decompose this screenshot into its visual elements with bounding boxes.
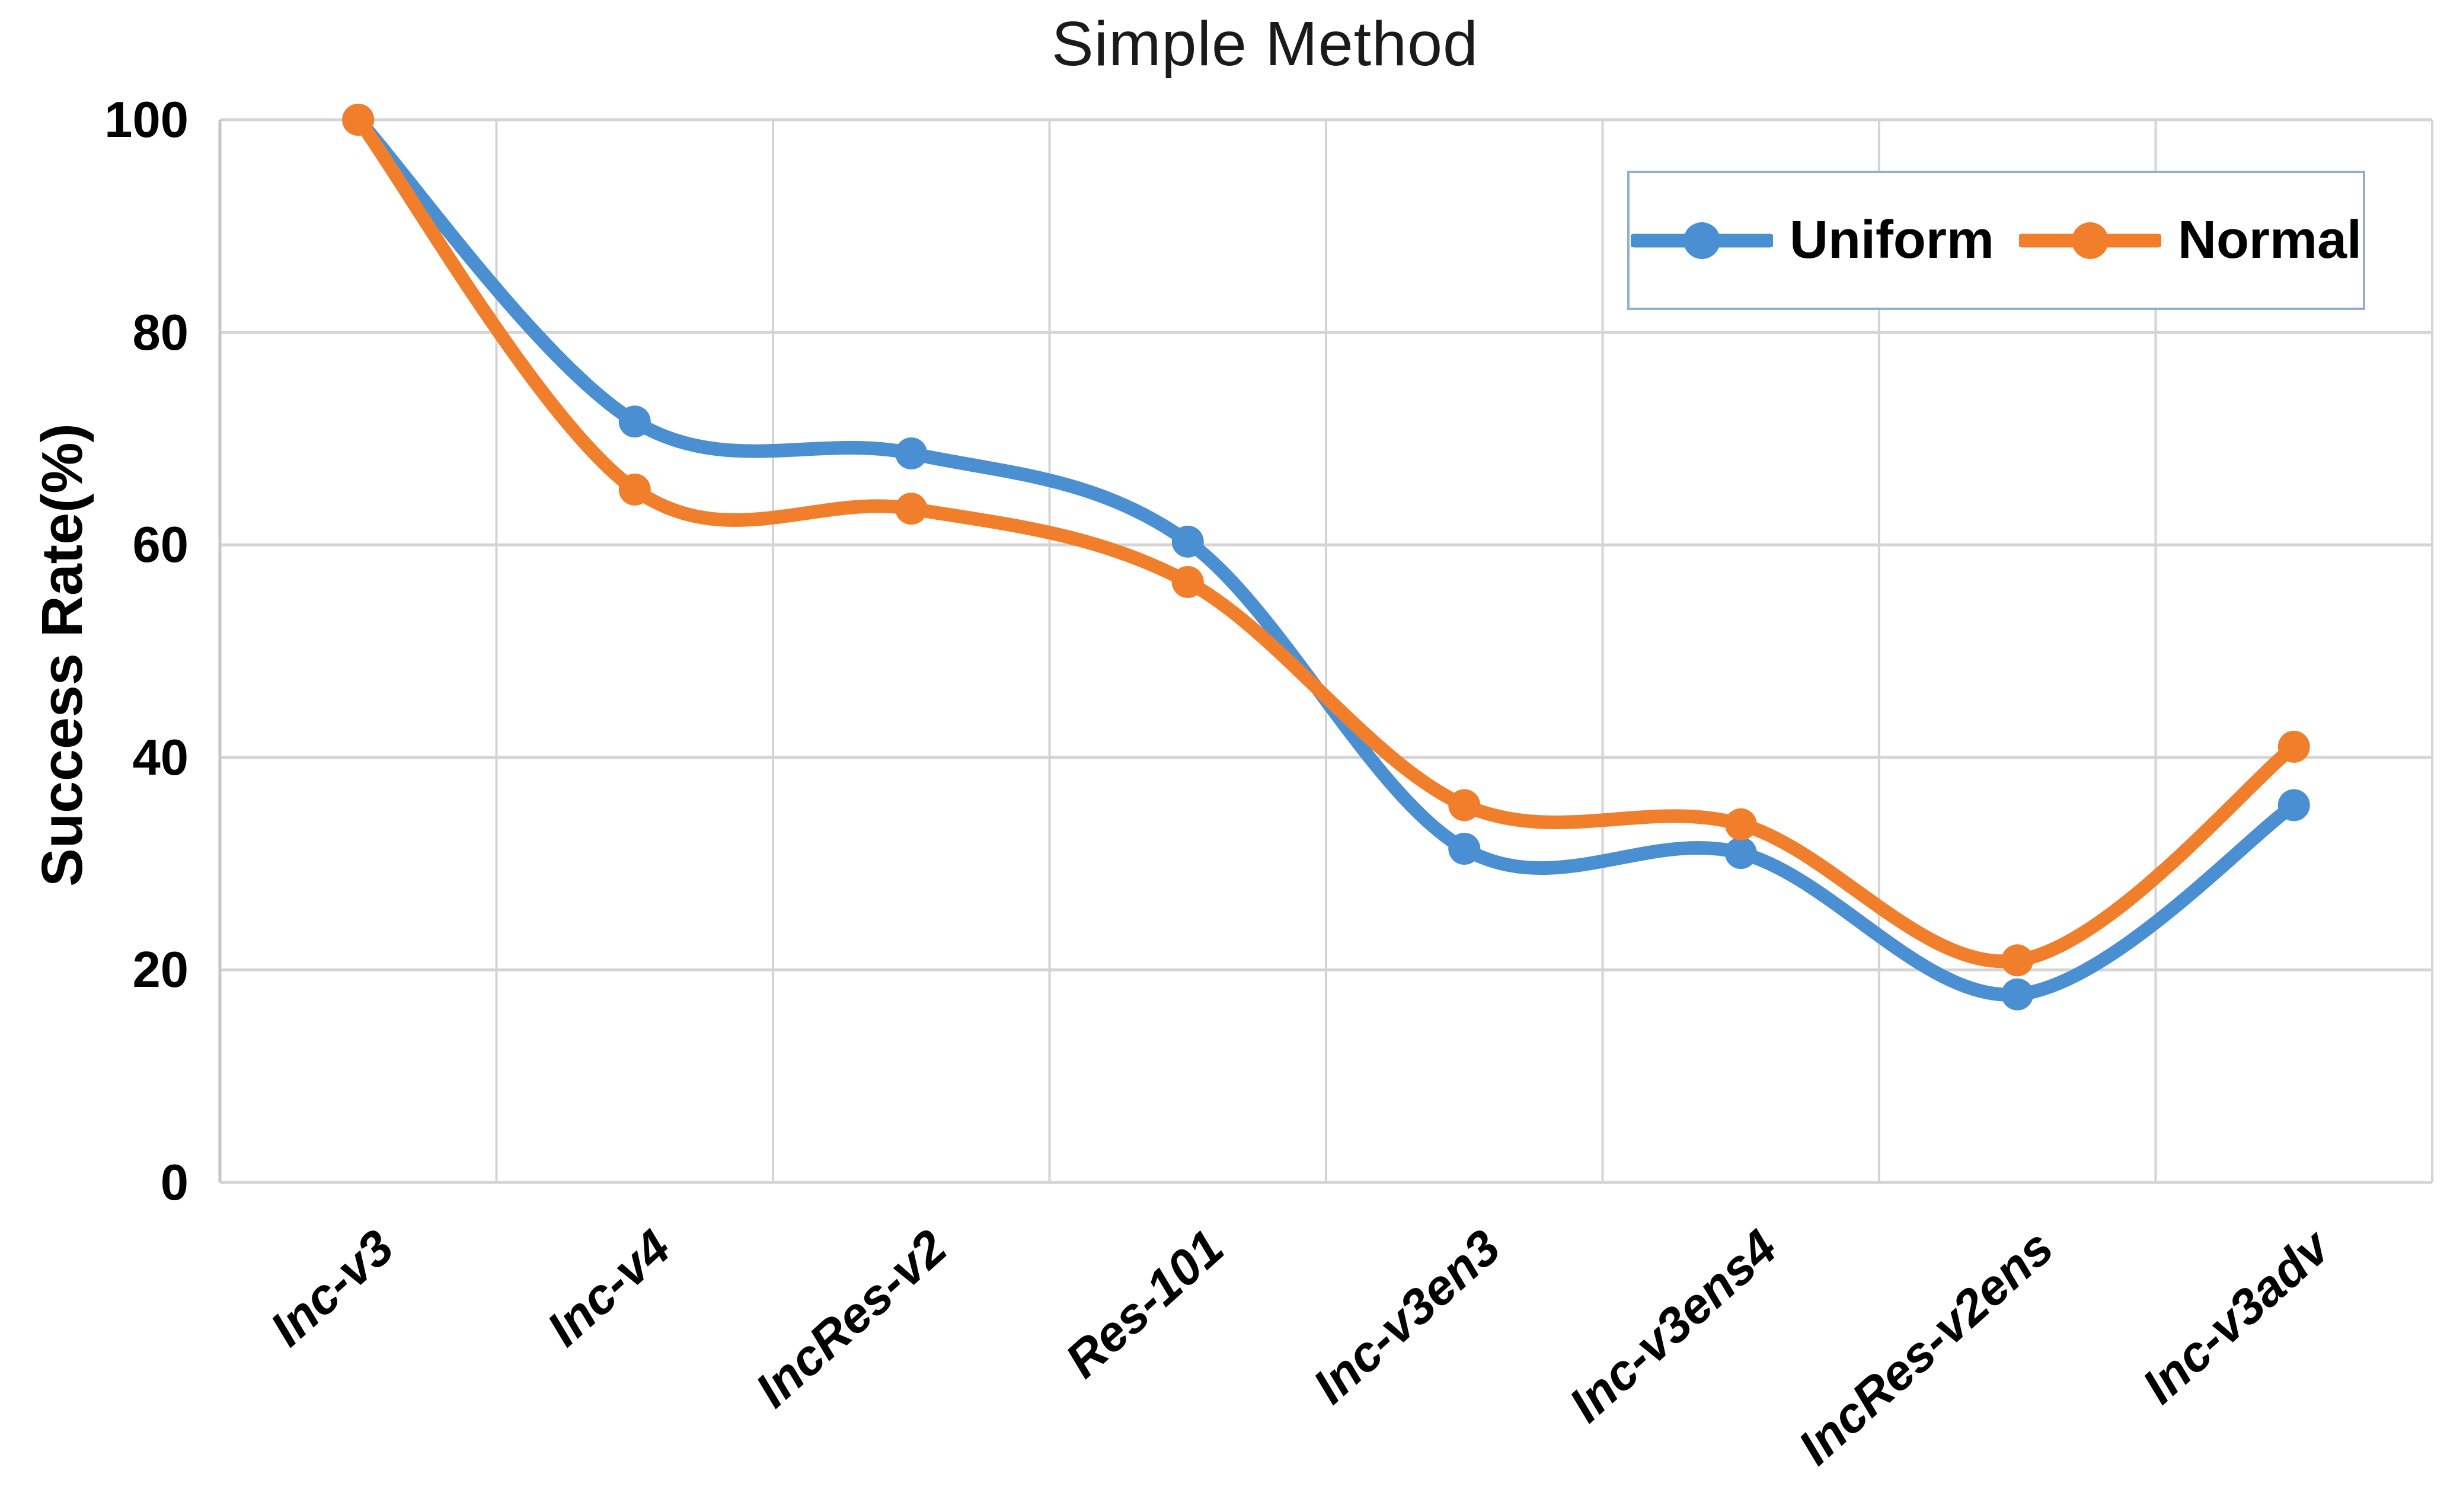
series-marker-normal-IncRes-v2 <box>895 493 928 525</box>
series-marker-normal-Res-101 <box>1171 565 1204 598</box>
series-marker-normal-Inc-v3ens4 <box>1724 808 1757 840</box>
legend-item-normal: Normal <box>2018 210 2362 271</box>
series-marker-uniform-Inc-v3ens4 <box>1724 837 1757 870</box>
series-marker-normal-Inc-v3adv <box>2277 730 2310 763</box>
series-marker-normal-IncRes-v2ens <box>2001 944 2034 977</box>
y-tick-label-0: 0 <box>160 1155 189 1211</box>
series-marker-uniform-Inc-v3adv <box>2277 789 2310 821</box>
legend-label-normal: Normal <box>2177 210 2362 270</box>
chart-title: Simple Method <box>1051 9 1478 79</box>
y-tick-label-40: 40 <box>132 729 189 786</box>
series-marker-normal-Inc-v3en3 <box>1448 789 1481 821</box>
series-marker-uniform-Inc-v4 <box>618 405 651 438</box>
y-axis-title: Success Rate(%) <box>30 423 94 887</box>
y-tick-label-20: 20 <box>132 942 189 999</box>
y-tick-label-80: 80 <box>132 304 189 361</box>
legend: Uniform Normal <box>1627 171 2365 310</box>
series-marker-uniform-Res-101 <box>1171 525 1204 558</box>
legend-label-uniform: Uniform <box>1789 210 1994 270</box>
normal-line-marker-icon <box>2018 222 2161 259</box>
legend-item-uniform: Uniform <box>1630 210 1994 271</box>
series-marker-normal-Inc-v3 <box>342 104 375 136</box>
y-tick-label-100: 100 <box>104 92 189 148</box>
uniform-line-marker-icon <box>1630 222 1773 259</box>
series-marker-uniform-IncRes-v2 <box>895 437 928 470</box>
series-marker-uniform-IncRes-v2ens <box>2001 978 2034 1011</box>
series-marker-uniform-Inc-v3en3 <box>1448 832 1481 865</box>
series-marker-normal-Inc-v4 <box>618 473 651 506</box>
y-tick-label-60: 60 <box>132 517 189 574</box>
